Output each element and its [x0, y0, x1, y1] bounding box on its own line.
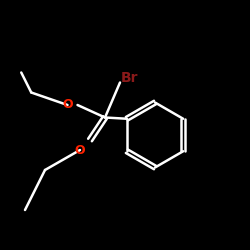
Text: O: O — [75, 144, 85, 156]
Text: O: O — [62, 98, 73, 112]
Text: Br: Br — [121, 70, 139, 85]
